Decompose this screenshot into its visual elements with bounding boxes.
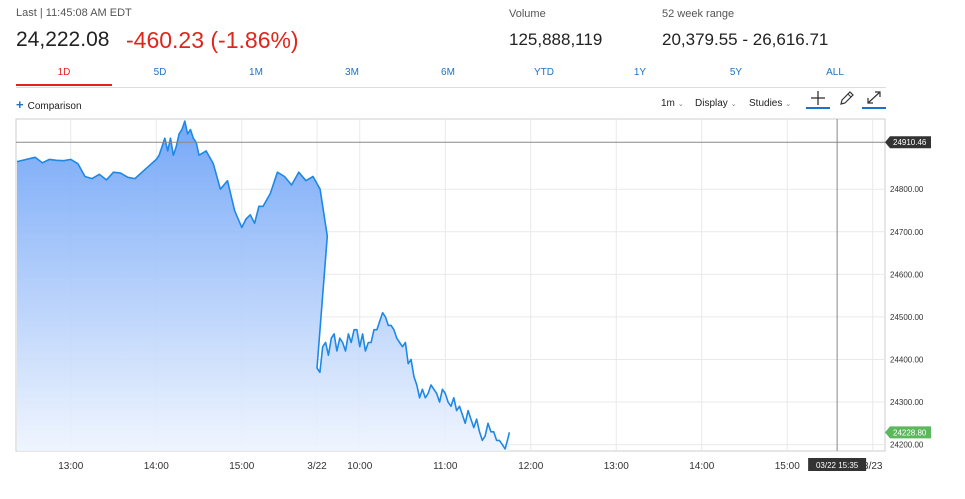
plus-icon: + — [16, 97, 24, 112]
expand-tool-button[interactable] — [862, 89, 886, 109]
tab-5y[interactable]: 5Y — [729, 67, 743, 78]
tool-active-underline — [862, 107, 886, 109]
tab-1d[interactable]: 1D — [16, 63, 112, 86]
x-tick-label: 14:00 — [689, 461, 714, 472]
chevron-down-icon: ⌄ — [785, 101, 792, 108]
x-tick-label: 12:00 — [518, 461, 543, 472]
expand-icon — [867, 91, 881, 104]
volume-value: 125,888,119 — [509, 30, 603, 49]
y-tick-label: 24200.00 — [890, 441, 924, 450]
volume-label: Volume — [509, 8, 546, 20]
last-price: 24,222.08 — [16, 28, 110, 51]
tab-5d[interactable]: 5D — [153, 67, 167, 78]
last-value-flag — [885, 426, 931, 439]
tab-all[interactable]: ALL — [826, 67, 844, 78]
timeframe-tabs: 1D 5D 1M 3M 6M YTD 1Y 5Y ALL — [16, 63, 886, 88]
display-label: Display — [695, 98, 728, 109]
crosshair-value-flag — [885, 136, 931, 149]
tab-ytd[interactable]: YTD — [534, 67, 554, 78]
tab-1y[interactable]: 1Y — [633, 67, 647, 78]
tab-6m[interactable]: 6M — [441, 67, 455, 78]
range-label: 52 week range — [662, 8, 735, 20]
tool-active-underline — [806, 107, 830, 109]
tab-1m[interactable]: 1M — [249, 67, 263, 78]
price-chart[interactable]: 13:00 14:00 15:00 3/22 10:00 11:00 12:00 13:00 1… — [0, 115, 965, 499]
y-tick-label: 24600.00 — [890, 270, 924, 279]
crosshair-time-label: 03/22 15:35 — [816, 461, 859, 470]
y-tick-label: 24800.00 — [890, 185, 924, 194]
last-value-label: 24228.80 — [893, 428, 927, 437]
studies-label: Studies — [749, 98, 783, 109]
x-tick-label: 3/22 — [307, 461, 327, 472]
comparison-label: Comparison — [27, 101, 82, 112]
x-tick-label: 3/23 — [863, 461, 883, 472]
x-tick-label: 15:00 — [775, 461, 800, 472]
chevron-down-icon: ⌄ — [677, 101, 684, 108]
x-tick-label: 15:00 — [229, 461, 254, 472]
price-series-line — [16, 120, 511, 450]
y-tick-label: 24400.00 — [890, 355, 924, 364]
price-change: -460.23 (-1.86%) — [126, 27, 299, 53]
studies-dropdown[interactable]: Studies ⌄ — [749, 98, 791, 109]
tab-3m[interactable]: 3M — [345, 67, 359, 78]
x-tick-label: 14:00 — [144, 461, 169, 472]
pencil-icon — [840, 91, 854, 105]
range-value: 20,379.55 - 26,616.71 — [662, 30, 829, 49]
x-tick-label: 13:00 — [58, 461, 83, 472]
interval-dropdown[interactable]: 1m ⌄ — [661, 98, 684, 109]
y-tick-label: 24300.00 — [890, 398, 924, 407]
price-area-fill — [17, 121, 510, 451]
crosshair-tool-button[interactable] — [806, 89, 830, 109]
y-tick-label: 24700.00 — [890, 228, 924, 237]
y-tick-label: 24500.00 — [890, 313, 924, 322]
draw-tool-button[interactable] — [834, 89, 858, 109]
crosshair-icon — [811, 91, 825, 105]
x-tick-label: 10:00 — [347, 461, 372, 472]
crosshair-value-label: 24910.46 — [893, 138, 927, 147]
chevron-down-icon: ⌄ — [730, 101, 737, 108]
x-tick-label: 11:00 — [433, 461, 458, 472]
last-updated-label: Last | 11:45:08 AM EDT — [16, 7, 132, 19]
comparison-button[interactable]: + Comparison — [16, 97, 82, 112]
crosshair-time-box — [808, 458, 867, 471]
x-tick-label: 13:00 — [604, 461, 629, 472]
display-dropdown[interactable]: Display ⌄ — [695, 98, 737, 109]
interval-label: 1m — [661, 98, 675, 109]
